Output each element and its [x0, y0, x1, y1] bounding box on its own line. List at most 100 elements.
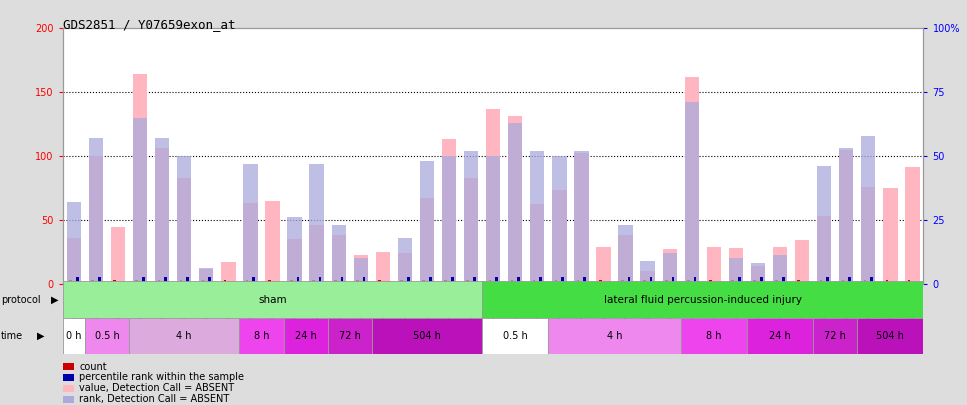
Bar: [464, 151, 479, 284]
Bar: [287, 217, 302, 284]
Bar: [688, 280, 689, 283]
Bar: [340, 277, 343, 284]
Bar: [773, 247, 787, 284]
Bar: [135, 280, 138, 283]
Bar: [199, 269, 214, 283]
Bar: [795, 240, 809, 284]
Bar: [782, 277, 784, 284]
Bar: [70, 280, 72, 283]
Bar: [508, 116, 522, 284]
Bar: [707, 247, 721, 284]
Text: value, Detection Call = ABSENT: value, Detection Call = ABSENT: [79, 384, 234, 393]
Bar: [297, 277, 299, 284]
Bar: [905, 167, 920, 284]
Bar: [672, 277, 674, 284]
Bar: [223, 280, 226, 283]
Text: time: time: [1, 331, 23, 341]
Bar: [576, 280, 579, 283]
Bar: [839, 148, 854, 284]
Bar: [685, 77, 699, 284]
Bar: [429, 277, 431, 284]
Text: protocol: protocol: [1, 295, 41, 305]
Bar: [864, 280, 866, 283]
Bar: [111, 227, 125, 284]
Bar: [466, 280, 469, 283]
Bar: [246, 280, 249, 283]
Text: 0.5 h: 0.5 h: [503, 331, 528, 341]
Bar: [244, 164, 257, 284]
Bar: [540, 277, 542, 284]
Bar: [729, 248, 743, 284]
Bar: [442, 139, 456, 284]
Bar: [400, 280, 403, 283]
Bar: [883, 188, 897, 284]
Bar: [407, 277, 410, 284]
Text: 504 h: 504 h: [876, 331, 904, 341]
Text: ▶: ▶: [51, 295, 59, 305]
Bar: [709, 280, 712, 283]
Bar: [354, 258, 367, 284]
Bar: [75, 277, 78, 284]
Bar: [91, 280, 94, 283]
Bar: [132, 117, 147, 284]
Text: 0.5 h: 0.5 h: [95, 331, 119, 341]
Bar: [643, 280, 646, 283]
Bar: [773, 256, 787, 284]
Bar: [67, 238, 81, 284]
Bar: [85, 318, 129, 354]
Bar: [177, 178, 191, 284]
Bar: [63, 281, 483, 318]
Bar: [283, 318, 328, 354]
Bar: [240, 318, 283, 354]
Bar: [619, 235, 632, 284]
Bar: [681, 318, 747, 354]
Bar: [164, 277, 166, 284]
Bar: [464, 178, 479, 284]
Text: 24 h: 24 h: [769, 331, 791, 341]
Bar: [187, 277, 189, 284]
Text: 4 h: 4 h: [176, 331, 192, 341]
Bar: [858, 318, 923, 354]
Bar: [287, 239, 302, 284]
Text: 0 h: 0 h: [66, 331, 81, 341]
Bar: [817, 166, 832, 284]
Text: ▶: ▶: [37, 331, 44, 341]
Bar: [628, 277, 630, 284]
Bar: [420, 161, 434, 284]
Bar: [776, 280, 778, 283]
Text: count: count: [79, 362, 107, 371]
Bar: [574, 153, 589, 284]
Bar: [662, 253, 677, 284]
Bar: [445, 280, 447, 283]
Bar: [817, 216, 832, 284]
Bar: [533, 280, 536, 283]
Bar: [290, 280, 293, 283]
Bar: [483, 318, 548, 354]
Bar: [309, 225, 324, 283]
Text: 4 h: 4 h: [606, 331, 623, 341]
Bar: [155, 138, 169, 284]
Text: percentile rank within the sample: percentile rank within the sample: [79, 373, 245, 382]
Bar: [483, 281, 923, 318]
Bar: [354, 256, 367, 284]
Bar: [530, 205, 544, 284]
Bar: [798, 280, 800, 283]
Bar: [356, 280, 359, 283]
Bar: [208, 277, 211, 284]
Bar: [155, 148, 169, 284]
Bar: [693, 277, 696, 284]
Bar: [199, 268, 214, 284]
Bar: [442, 156, 456, 284]
Bar: [142, 277, 145, 284]
Bar: [378, 280, 381, 283]
Bar: [268, 280, 271, 283]
Bar: [583, 277, 586, 284]
Bar: [129, 318, 240, 354]
Bar: [640, 260, 655, 284]
Text: 24 h: 24 h: [295, 331, 316, 341]
Bar: [760, 277, 763, 284]
Bar: [177, 156, 191, 284]
Bar: [244, 203, 257, 284]
Bar: [886, 280, 889, 283]
Bar: [813, 318, 858, 354]
